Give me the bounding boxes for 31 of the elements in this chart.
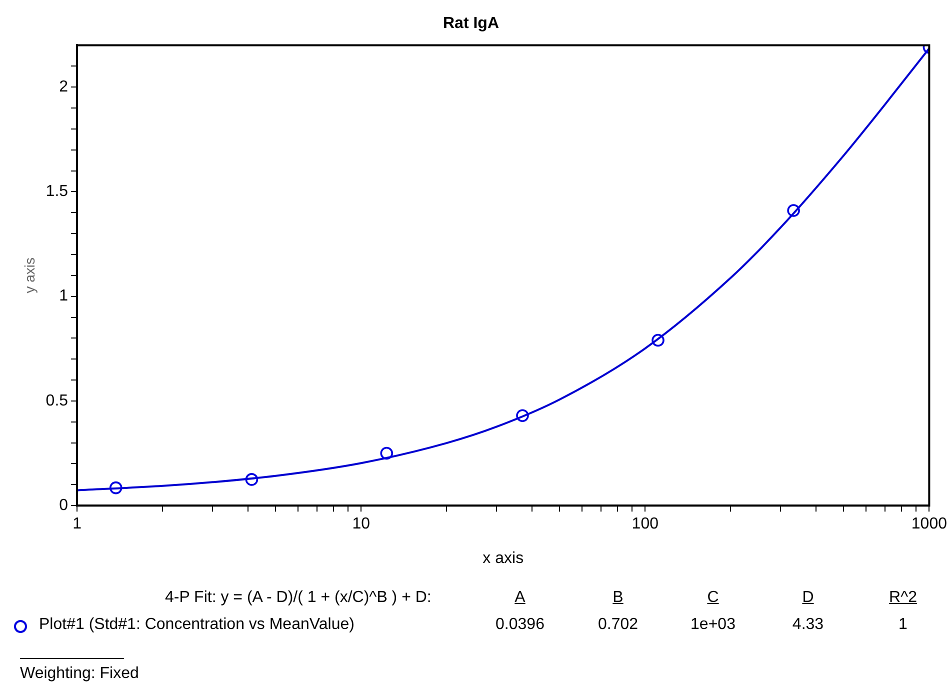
point <box>652 334 664 347</box>
chart-title: Rat IgA <box>443 15 500 32</box>
x-tick-label: 1 <box>72 516 82 533</box>
text: 0.0396 <box>496 616 544 634</box>
text: 4-P Fit: y = (A - D)/( 1 + (x/C)^B ) + D: <box>165 589 432 607</box>
text: 1 <box>898 616 908 634</box>
text: 1e+03 <box>690 616 736 634</box>
y-tick-label: 0 <box>59 497 68 514</box>
text: R^2 <box>889 589 917 607</box>
text: A <box>514 589 526 607</box>
text: Weighting: Fixed <box>20 665 139 683</box>
text: 4.33 <box>792 616 824 634</box>
text: D <box>802 589 814 607</box>
legend-label: Plot#1 (Std#1: Concentration vs MeanValue) <box>39 616 354 634</box>
y-tick-label: 0.5 <box>46 392 68 410</box>
y-tick-label: 2 <box>59 78 68 96</box>
text: C <box>707 589 719 607</box>
point <box>245 473 258 486</box>
y-tick-label: 1 <box>59 288 68 305</box>
y-tick-label: 1.5 <box>46 183 68 200</box>
x-tick-label: 1000 <box>911 516 948 533</box>
x-tick-label: 10 <box>352 516 370 533</box>
point <box>109 481 122 494</box>
x-tick-label: 100 <box>632 516 659 533</box>
text: B <box>612 589 624 607</box>
text: 0.702 <box>598 616 638 634</box>
x-axis-title: x axis <box>482 550 524 567</box>
y-axis-title: y axis <box>21 258 38 294</box>
point <box>787 204 800 217</box>
point <box>380 446 394 460</box>
point <box>516 409 529 422</box>
